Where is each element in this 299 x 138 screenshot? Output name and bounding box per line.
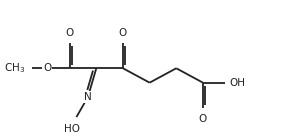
Text: O: O [119,28,127,38]
Text: HO: HO [65,124,80,134]
Text: O: O [43,63,51,73]
Text: CH$_3$: CH$_3$ [4,61,25,75]
Text: N: N [84,92,92,102]
Text: O: O [65,28,74,38]
Text: O: O [199,114,207,124]
Text: OH: OH [230,78,245,88]
